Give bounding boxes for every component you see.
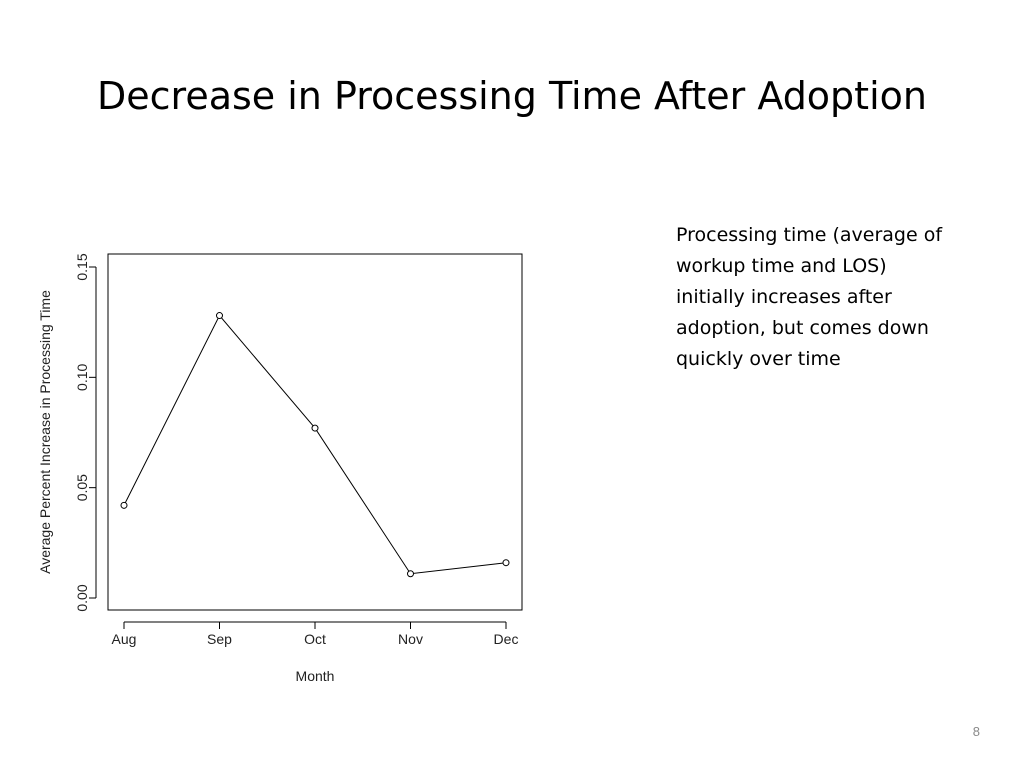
x-tick-label: Oct [304,631,326,647]
data-point [407,570,414,578]
x-tick-label: Nov [398,631,423,647]
plot-frame [107,253,523,611]
data-point [502,559,510,567]
x-tick-label: Sep [207,631,232,647]
x-tick-label: Aug [112,631,137,647]
x-axis: Aug Sep Oct Nov Dec [112,621,519,647]
series-line [123,314,507,575]
y-tick-label: 0.10 [74,363,90,390]
data-point [216,312,223,320]
data-point [311,424,319,432]
x-axis-label: Month [296,668,335,684]
y-tick-label: 0.15 [74,253,90,280]
y-axis: 0.00 0.05 0.10 0.15 [74,253,97,612]
y-axis-label: Average Percent Increase in Processing T… [37,290,53,574]
data-points [120,312,510,578]
page-number: 8 [972,724,980,739]
y-tick-label: 0.05 [74,474,90,501]
side-note: Processing time (average of workup time … [676,224,943,370]
slide-title: Decrease in Processing Time After Adopti… [97,74,927,118]
y-tick-label: 0.00 [74,584,90,611]
data-point [120,501,128,509]
x-tick-label: Dec [494,631,519,647]
